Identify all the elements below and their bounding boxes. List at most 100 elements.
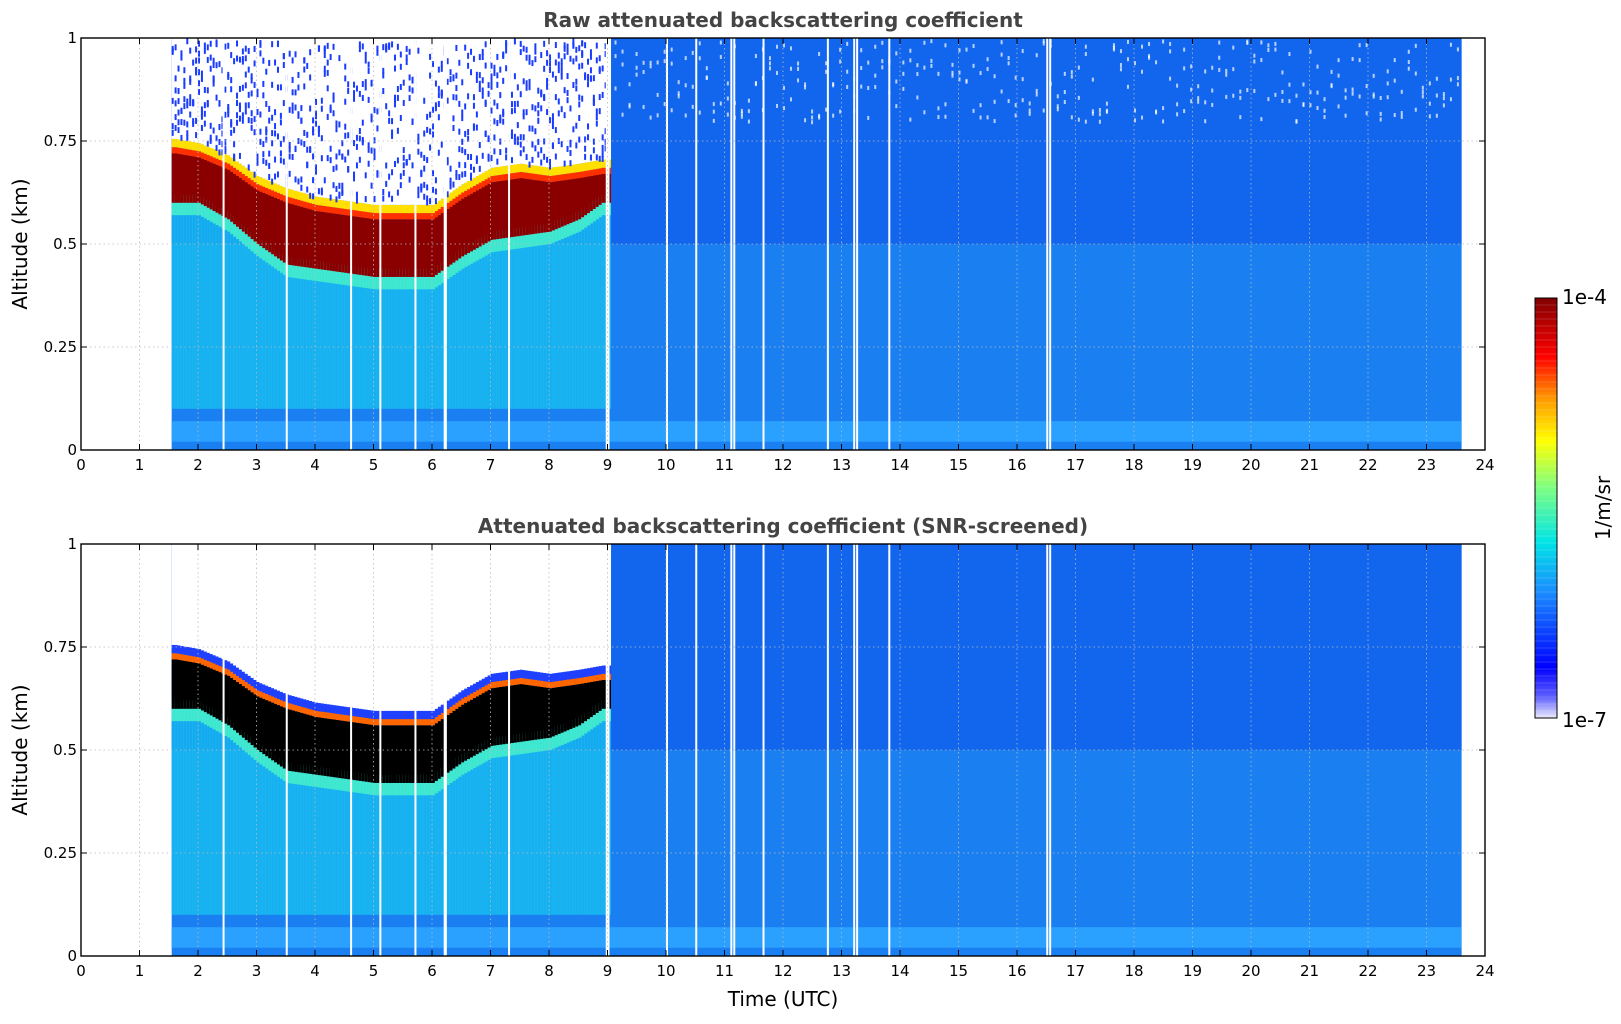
noise-speckle [505, 154, 508, 161]
cloud-top-cell [569, 173, 573, 180]
cloud-core-cell [373, 725, 378, 783]
cloud-core-cell [315, 717, 319, 775]
boundary-layer-cell [513, 236, 518, 409]
cloud-edge-cell [189, 647, 193, 656]
cloud-top-cell [373, 213, 378, 220]
cloud-edge-cell [557, 672, 562, 681]
cloud-edge-cell [253, 679, 258, 689]
cloud-top-cell [393, 213, 398, 220]
noise-speckle [367, 146, 370, 153]
noise-speckle [341, 140, 344, 147]
cloud-core-cell [367, 218, 372, 277]
boundary-layer-cell [338, 272, 342, 409]
noise-speckle [635, 52, 638, 57]
cloud-top-cell [551, 175, 556, 182]
cloud-edge-cell [426, 204, 430, 214]
noise-speckle [224, 145, 227, 152]
noise-speckle [338, 149, 341, 156]
above-cloud-cell [391, 544, 395, 711]
noise-speckle [317, 188, 320, 195]
noise-speckle [265, 129, 268, 136]
cloud-base-cell [446, 258, 451, 280]
noise-speckle [1084, 44, 1087, 49]
noise-speckle [367, 160, 370, 167]
noise-speckle [642, 60, 645, 65]
noise-speckle [432, 106, 434, 113]
cloud-core-cell [171, 659, 176, 709]
noise-speckle [449, 165, 452, 172]
noise-speckle [528, 58, 531, 65]
cloud-core-cell [546, 181, 550, 233]
cloud-core-cell [587, 682, 591, 720]
cloud-base-cell [578, 211, 582, 232]
cloud-base-cell [440, 262, 445, 284]
cloud-edge-cell [581, 163, 585, 172]
cloud-top-cell [338, 714, 342, 721]
cloud-base-cell [420, 268, 424, 290]
noise-speckle [1449, 42, 1452, 47]
cloud-edge-cell [288, 695, 293, 704]
above-cloud-cell [241, 544, 246, 672]
noise-speckle [1021, 77, 1024, 82]
data-gap-line [605, 38, 608, 450]
noise-speckle [1421, 85, 1424, 90]
cloud-edge-cell [566, 671, 571, 680]
noise-speckle [1007, 61, 1010, 66]
cloud-core-cell [291, 204, 296, 266]
noise-speckle [537, 138, 540, 145]
cloud-base-cell [429, 268, 433, 290]
noise-speckle [200, 125, 203, 132]
noise-speckle [429, 128, 432, 135]
noise-speckle [180, 54, 183, 61]
noise-speckle [1365, 43, 1368, 48]
noise-speckle [516, 100, 519, 107]
cloud-top-cell [294, 199, 299, 206]
noise-speckle [1393, 78, 1396, 83]
noise-speckle [519, 141, 522, 148]
cloud-top-cell [315, 710, 319, 718]
noise-speckle [601, 150, 604, 157]
noise-speckle [265, 100, 268, 107]
noise-speckle [449, 179, 452, 186]
noise-speckle [1302, 82, 1305, 87]
cloud-top-cell [382, 719, 386, 726]
noise-speckle [874, 44, 877, 49]
boundary-layer-cell [358, 274, 363, 409]
noise-speckle [429, 111, 432, 118]
above-cloud-cell [291, 38, 296, 191]
noise-speckle [566, 73, 569, 80]
noise-speckle [1260, 58, 1263, 63]
cloud-base-cell [537, 225, 541, 246]
above-cloud-cell [575, 38, 579, 165]
cloud-top-cell [434, 717, 439, 724]
noise-speckle [790, 97, 793, 102]
cloud-edge-cell [376, 204, 380, 214]
cloud-edge-cell [540, 672, 544, 681]
noise-speckle [203, 47, 206, 54]
cloud-edge-cell [505, 671, 509, 680]
cloud-base-cell [437, 264, 442, 286]
data-gap-line [853, 544, 856, 956]
noise-speckle [1358, 58, 1361, 63]
above-cloud-cell [364, 544, 369, 710]
noise-speckle [1176, 102, 1179, 107]
noise-speckle [705, 75, 708, 80]
noise-speckle [323, 70, 326, 77]
boundary-layer-cell [563, 225, 568, 409]
noise-speckle [642, 70, 645, 75]
cloud-edge-cell [353, 707, 357, 717]
noise-speckle [224, 111, 227, 118]
noise-speckle [510, 91, 513, 98]
noise-speckle [740, 114, 743, 119]
noise-speckle [472, 166, 475, 173]
above-cloud-cell [306, 38, 310, 195]
noise-speckle [601, 91, 604, 98]
cloud-edge-cell [461, 184, 465, 193]
x-tick-label: 13 [832, 456, 851, 474]
noise-speckle [221, 116, 224, 123]
noise-speckle [575, 55, 578, 62]
cloud-core-cell [572, 684, 576, 728]
noise-speckle [972, 44, 975, 49]
cloud-top-cell [303, 707, 307, 714]
noise-speckle [312, 126, 315, 133]
